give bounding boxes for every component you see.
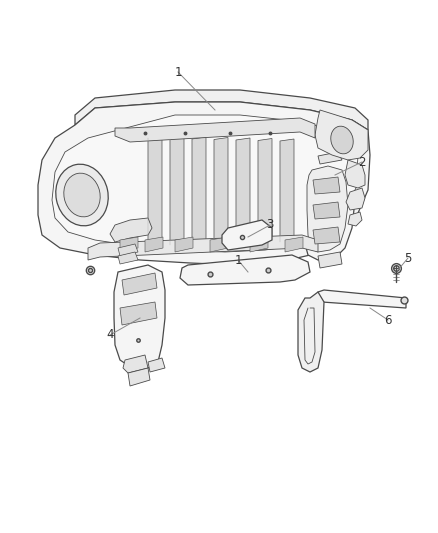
Polygon shape xyxy=(114,265,165,368)
Polygon shape xyxy=(118,252,138,264)
Polygon shape xyxy=(345,160,365,188)
Polygon shape xyxy=(75,90,368,130)
Ellipse shape xyxy=(56,164,108,226)
Text: 6: 6 xyxy=(384,313,392,327)
Polygon shape xyxy=(175,237,193,252)
Polygon shape xyxy=(298,292,324,372)
Text: 4: 4 xyxy=(106,328,114,342)
Polygon shape xyxy=(145,237,163,252)
Polygon shape xyxy=(88,235,318,260)
Polygon shape xyxy=(316,290,406,308)
Polygon shape xyxy=(214,138,228,244)
Text: 1: 1 xyxy=(234,254,242,266)
Polygon shape xyxy=(170,136,184,245)
Polygon shape xyxy=(210,237,228,252)
Polygon shape xyxy=(258,139,272,243)
Polygon shape xyxy=(122,273,157,295)
Polygon shape xyxy=(303,158,355,260)
Ellipse shape xyxy=(331,126,353,154)
Polygon shape xyxy=(52,115,358,252)
Polygon shape xyxy=(115,118,315,142)
Polygon shape xyxy=(148,136,162,245)
Polygon shape xyxy=(222,220,272,250)
Ellipse shape xyxy=(64,173,100,217)
Polygon shape xyxy=(313,202,340,219)
Text: 5: 5 xyxy=(404,252,412,264)
Polygon shape xyxy=(250,237,268,252)
Polygon shape xyxy=(318,152,342,164)
Polygon shape xyxy=(120,302,157,325)
Polygon shape xyxy=(123,355,148,373)
Polygon shape xyxy=(118,244,138,256)
Text: 2: 2 xyxy=(358,156,366,168)
Polygon shape xyxy=(180,255,310,285)
Polygon shape xyxy=(110,218,152,242)
Polygon shape xyxy=(120,237,138,252)
Polygon shape xyxy=(315,110,368,160)
Polygon shape xyxy=(128,368,150,386)
Polygon shape xyxy=(192,137,206,244)
Text: 3: 3 xyxy=(266,219,274,231)
Polygon shape xyxy=(236,138,250,243)
Polygon shape xyxy=(346,188,365,210)
Polygon shape xyxy=(318,252,342,268)
Polygon shape xyxy=(285,237,303,252)
Polygon shape xyxy=(348,212,362,226)
Polygon shape xyxy=(38,102,370,265)
Polygon shape xyxy=(280,139,294,242)
Polygon shape xyxy=(307,166,348,252)
Polygon shape xyxy=(313,177,340,194)
Polygon shape xyxy=(313,227,340,244)
Text: 1: 1 xyxy=(174,66,182,78)
Polygon shape xyxy=(148,358,165,372)
